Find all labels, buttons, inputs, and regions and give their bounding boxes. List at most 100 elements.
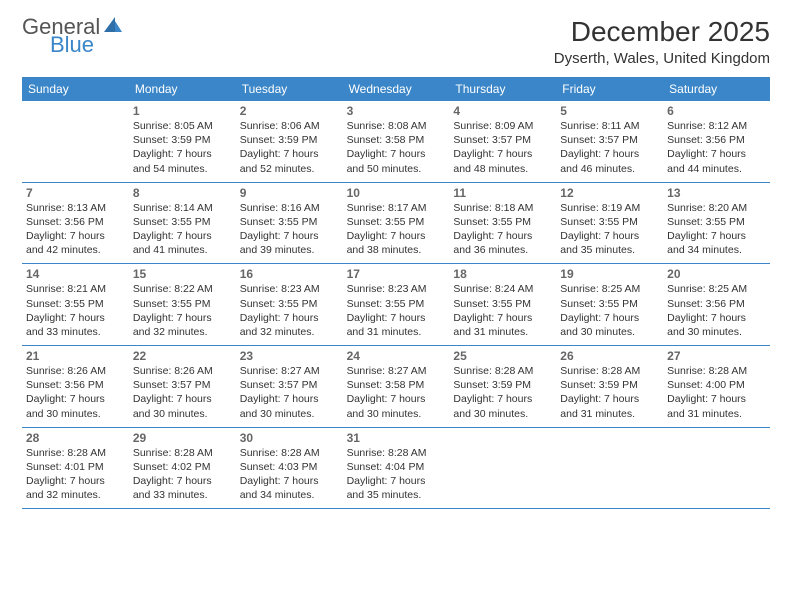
logo-sail-icon (102, 16, 124, 38)
day-info-line: Sunrise: 8:28 AM (347, 446, 446, 460)
day-number: 6 (667, 104, 766, 118)
day-header-row: Sunday Monday Tuesday Wednesday Thursday… (22, 77, 770, 101)
day-cell: 12Sunrise: 8:19 AMSunset: 3:55 PMDayligh… (556, 183, 663, 264)
day-info-line: and 41 minutes. (133, 243, 232, 257)
day-info-line: Daylight: 7 hours (667, 229, 766, 243)
day-number: 1 (133, 104, 232, 118)
day-info-line: Sunset: 3:56 PM (26, 215, 125, 229)
day-info-line: Sunrise: 8:19 AM (560, 201, 659, 215)
day-number: 21 (26, 349, 125, 363)
day-info-line: Sunrise: 8:23 AM (240, 282, 339, 296)
day-info-line: Sunset: 3:56 PM (667, 133, 766, 147)
day-header-monday: Monday (129, 77, 236, 101)
day-info-line: Sunrise: 8:28 AM (560, 364, 659, 378)
day-cell: 2Sunrise: 8:06 AMSunset: 3:59 PMDaylight… (236, 101, 343, 182)
day-info-line: Daylight: 7 hours (133, 229, 232, 243)
day-info-line: Sunrise: 8:24 AM (453, 282, 552, 296)
day-info-line: Sunset: 3:55 PM (453, 297, 552, 311)
day-info-line: Sunset: 4:01 PM (26, 460, 125, 474)
day-number: 16 (240, 267, 339, 281)
day-cell: 29Sunrise: 8:28 AMSunset: 4:02 PMDayligh… (129, 428, 236, 509)
day-cell: 10Sunrise: 8:17 AMSunset: 3:55 PMDayligh… (343, 183, 450, 264)
day-info-line: Sunrise: 8:05 AM (133, 119, 232, 133)
day-info-line: and 35 minutes. (560, 243, 659, 257)
day-info-line: Sunrise: 8:09 AM (453, 119, 552, 133)
day-cell: 27Sunrise: 8:28 AMSunset: 4:00 PMDayligh… (663, 346, 770, 427)
day-number: 2 (240, 104, 339, 118)
day-info-line: Daylight: 7 hours (240, 392, 339, 406)
day-info-line: Daylight: 7 hours (133, 147, 232, 161)
day-info-line: and 33 minutes. (133, 488, 232, 502)
day-info-line: Sunset: 3:55 PM (133, 297, 232, 311)
day-info-line: and 36 minutes. (453, 243, 552, 257)
day-info-line: Sunset: 3:59 PM (453, 378, 552, 392)
week-row: 7Sunrise: 8:13 AMSunset: 3:56 PMDaylight… (22, 183, 770, 265)
day-number: 8 (133, 186, 232, 200)
day-cell: 21Sunrise: 8:26 AMSunset: 3:56 PMDayligh… (22, 346, 129, 427)
day-info-line: Daylight: 7 hours (133, 392, 232, 406)
day-number: 31 (347, 431, 446, 445)
day-cell: 3Sunrise: 8:08 AMSunset: 3:58 PMDaylight… (343, 101, 450, 182)
day-number: 29 (133, 431, 232, 445)
day-info-line: Sunset: 4:03 PM (240, 460, 339, 474)
day-number: 23 (240, 349, 339, 363)
empty-cell (663, 428, 770, 509)
day-info-line: Daylight: 7 hours (667, 311, 766, 325)
day-cell: 8Sunrise: 8:14 AMSunset: 3:55 PMDaylight… (129, 183, 236, 264)
day-info-line: Daylight: 7 hours (667, 392, 766, 406)
day-number: 24 (347, 349, 446, 363)
day-info-line: Sunrise: 8:11 AM (560, 119, 659, 133)
logo: General Blue (22, 16, 124, 56)
day-info-line: Daylight: 7 hours (347, 311, 446, 325)
day-info-line: Sunrise: 8:23 AM (347, 282, 446, 296)
day-number: 15 (133, 267, 232, 281)
day-info-line: Sunset: 3:59 PM (240, 133, 339, 147)
day-cell: 1Sunrise: 8:05 AMSunset: 3:59 PMDaylight… (129, 101, 236, 182)
day-info-line: Daylight: 7 hours (347, 474, 446, 488)
day-number: 11 (453, 186, 552, 200)
day-info-line: Daylight: 7 hours (560, 147, 659, 161)
day-info-line: and 44 minutes. (667, 162, 766, 176)
day-number: 30 (240, 431, 339, 445)
week-row: 28Sunrise: 8:28 AMSunset: 4:01 PMDayligh… (22, 428, 770, 510)
day-cell: 7Sunrise: 8:13 AMSunset: 3:56 PMDaylight… (22, 183, 129, 264)
day-info-line: Sunrise: 8:28 AM (133, 446, 232, 460)
day-cell: 5Sunrise: 8:11 AMSunset: 3:57 PMDaylight… (556, 101, 663, 182)
day-info-line: Sunrise: 8:27 AM (240, 364, 339, 378)
day-info-line: Sunset: 4:02 PM (133, 460, 232, 474)
day-info-line: Sunset: 3:58 PM (347, 378, 446, 392)
day-info-line: Sunrise: 8:06 AM (240, 119, 339, 133)
day-info-line: Sunset: 4:00 PM (667, 378, 766, 392)
week-row: 14Sunrise: 8:21 AMSunset: 3:55 PMDayligh… (22, 264, 770, 346)
day-cell: 14Sunrise: 8:21 AMSunset: 3:55 PMDayligh… (22, 264, 129, 345)
day-cell: 9Sunrise: 8:16 AMSunset: 3:55 PMDaylight… (236, 183, 343, 264)
day-info-line: Sunset: 3:55 PM (26, 297, 125, 311)
day-info-line: Sunset: 3:55 PM (347, 215, 446, 229)
day-number: 25 (453, 349, 552, 363)
day-info-line: Daylight: 7 hours (240, 474, 339, 488)
day-info-line: Sunrise: 8:26 AM (133, 364, 232, 378)
day-number: 7 (26, 186, 125, 200)
day-number: 5 (560, 104, 659, 118)
day-cell: 25Sunrise: 8:28 AMSunset: 3:59 PMDayligh… (449, 346, 556, 427)
title-block: December 2025 Dyserth, Wales, United Kin… (554, 16, 770, 67)
day-info-line: Sunrise: 8:28 AM (667, 364, 766, 378)
day-info-line: and 39 minutes. (240, 243, 339, 257)
day-info-line: Daylight: 7 hours (560, 392, 659, 406)
day-info-line: Sunset: 3:57 PM (240, 378, 339, 392)
day-info-line: and 30 minutes. (240, 407, 339, 421)
day-header-saturday: Saturday (663, 77, 770, 101)
day-cell: 18Sunrise: 8:24 AMSunset: 3:55 PMDayligh… (449, 264, 556, 345)
day-info-line: Sunrise: 8:28 AM (240, 446, 339, 460)
day-number: 18 (453, 267, 552, 281)
day-info-line: Sunrise: 8:25 AM (667, 282, 766, 296)
day-info-line: Sunrise: 8:18 AM (453, 201, 552, 215)
location-text: Dyserth, Wales, United Kingdom (554, 50, 770, 67)
day-info-line: Sunrise: 8:20 AM (667, 201, 766, 215)
day-cell: 16Sunrise: 8:23 AMSunset: 3:55 PMDayligh… (236, 264, 343, 345)
day-info-line: Sunset: 3:57 PM (560, 133, 659, 147)
day-info-line: Sunrise: 8:27 AM (347, 364, 446, 378)
day-number: 3 (347, 104, 446, 118)
weeks-container: 1Sunrise: 8:05 AM Sunset: 3:59 PM Daylight… (22, 101, 770, 509)
day-info-line: and 38 minutes. (347, 243, 446, 257)
